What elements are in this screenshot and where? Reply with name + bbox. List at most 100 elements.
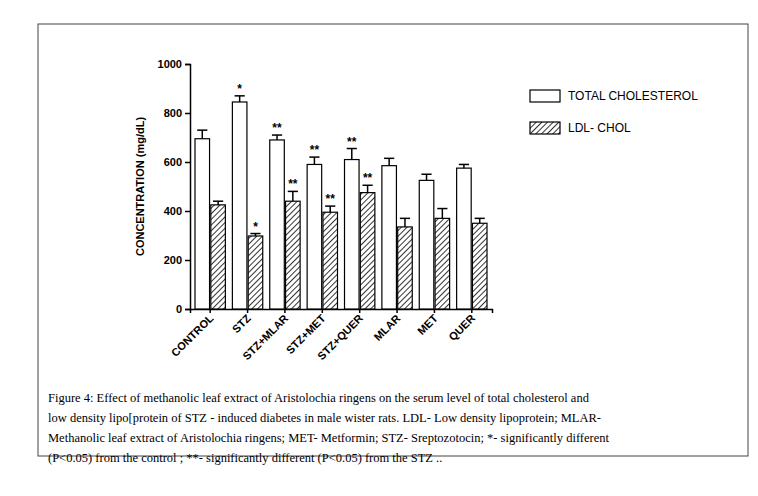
y-tick-label: 0: [176, 303, 182, 315]
y-tick: 1000: [158, 58, 190, 70]
legend-item: TOTAL CHOLESTEROL: [530, 89, 698, 103]
x-tick-label: STZ: [230, 312, 253, 335]
figure-frame: [38, 24, 748, 456]
significance-mark: **: [288, 177, 298, 191]
x-tick-mark: [284, 309, 286, 313]
error-stem: [442, 209, 444, 219]
y-tick-label: 400: [164, 205, 182, 217]
error-bar: [272, 135, 282, 140]
error-stem: [292, 191, 294, 201]
error-bar: [213, 201, 223, 205]
significance-mark: **: [272, 121, 282, 135]
bar: [472, 223, 487, 309]
error-stem: [367, 185, 369, 192]
error-bar: [197, 130, 207, 139]
error-cap: [459, 164, 469, 166]
error-bar: [250, 234, 260, 236]
error-bar: [363, 185, 373, 192]
bar: [419, 180, 434, 309]
x-tick-mark: [322, 309, 324, 313]
legend-label: TOTAL CHOLESTEROL: [568, 89, 698, 103]
series: [211, 185, 487, 309]
error-stem: [329, 206, 331, 212]
error-bar: [475, 218, 485, 223]
bar: [345, 160, 360, 309]
x-tick: MLAR: [372, 309, 403, 343]
significance-mark: **: [326, 192, 336, 206]
error-stem: [388, 158, 390, 165]
x-tick-label: MLAR: [372, 312, 403, 343]
y-tick-mark: [185, 260, 190, 262]
y-tick-label: 1000: [158, 58, 182, 70]
error-cap: [384, 158, 394, 160]
y-tick-label: 200: [164, 254, 182, 266]
y-tick-mark: [185, 162, 190, 164]
x-tick-mark: [209, 309, 211, 313]
legend-swatch: [530, 90, 560, 102]
chart: 02004006008001000CONTROLSTZSTZ+MLARSTZ+M…: [0, 0, 758, 496]
bar: [232, 102, 247, 309]
bar: [457, 168, 472, 309]
bar: [435, 218, 450, 309]
bar: [398, 227, 413, 309]
significance-mark: *: [253, 220, 258, 234]
error-cap: [197, 129, 207, 131]
x-tick-label: MET: [415, 312, 440, 337]
bar: [286, 201, 301, 309]
caption-line: low density lipo[protein of STZ - induce…: [48, 411, 601, 425]
error-bar: [384, 158, 394, 165]
x-tick: MET: [415, 309, 440, 337]
bar: [323, 212, 338, 309]
significance-mark: **: [347, 135, 357, 149]
legend-label: LDL- CHOL: [568, 121, 631, 135]
error-stem: [202, 130, 204, 139]
bar: [360, 193, 375, 309]
caption: Figure 4: Effect of methanolic leaf extr…: [48, 391, 609, 465]
error-bar: [421, 174, 431, 180]
y-tick: 800: [164, 107, 190, 119]
error-bar: [325, 206, 335, 212]
x-tick: QUER: [446, 309, 477, 343]
legend: TOTAL CHOLESTEROL LDL- CHOL: [530, 89, 698, 135]
series: [195, 96, 471, 309]
y-tick-label: 600: [164, 156, 182, 168]
y-tick: 200: [164, 254, 190, 266]
y-axis-title: CONCENTRATION (mg/dL): [134, 117, 146, 256]
x-tick-label: STZ+MLAR: [240, 312, 290, 362]
error-bar: [459, 164, 469, 168]
significance-mark: **: [310, 143, 320, 157]
error-cap: [437, 208, 447, 210]
x-tick-mark: [434, 309, 436, 313]
x-tick-mark: [247, 309, 249, 313]
significance-mark: **: [363, 171, 373, 185]
y-tick: 400: [164, 205, 190, 217]
x-tick-mark: [396, 309, 398, 313]
error-cap: [475, 218, 485, 220]
caption-line: Figure 4: Effect of methanolic leaf extr…: [48, 391, 590, 405]
error-bar: [437, 209, 447, 219]
caption-line: (P<0.05) from the control ; **- signific…: [48, 451, 442, 465]
error-cap: [421, 174, 431, 176]
bar: [382, 166, 397, 309]
bar: [211, 205, 226, 309]
error-bar: [309, 157, 319, 164]
bar: [307, 164, 322, 309]
x-tick: CONTROL: [169, 309, 216, 359]
x-tick: STZ+QUER: [315, 309, 365, 362]
x-axis-line: [191, 310, 493, 314]
y-tick-mark: [185, 309, 190, 311]
error-stem: [314, 157, 316, 164]
x-tick-mark: [359, 309, 361, 313]
x-tick-mark: [471, 309, 473, 313]
bar: [195, 139, 210, 309]
y-tick-mark: [185, 64, 190, 66]
error-stem: [404, 218, 406, 227]
error-stem: [351, 149, 353, 160]
x-tick-label: QUER: [446, 312, 477, 343]
x-tick-label: STZ+QUER: [315, 312, 365, 362]
legend-swatch: [530, 122, 560, 134]
x-axis: CONTROLSTZSTZ+MLARSTZ+METSTZ+QUERMLARMET…: [169, 309, 493, 362]
x-tick-label: CONTROL: [169, 312, 216, 359]
bar: [248, 236, 263, 309]
significance-mark: *: [237, 82, 242, 96]
